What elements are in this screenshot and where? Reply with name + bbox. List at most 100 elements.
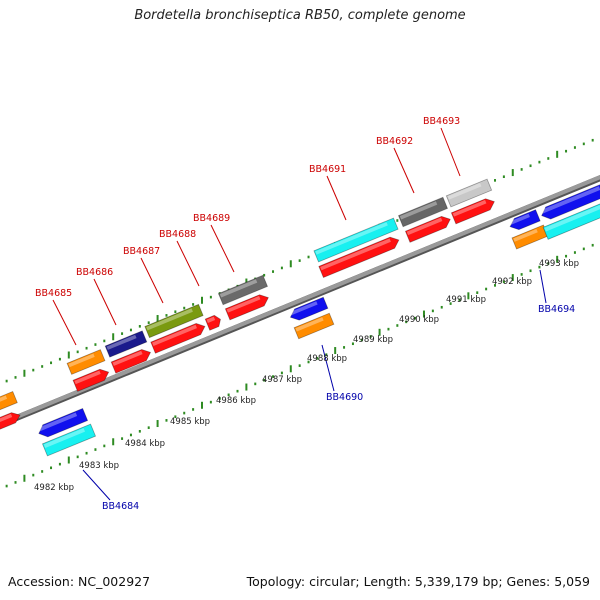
upper-track-dot [396,219,399,222]
upper-track-dot [129,328,132,332]
backbone [0,174,600,429]
gene-grey [217,274,269,306]
upper-track-dot [298,259,301,262]
lower-track-dot [280,371,283,375]
lower-track-dot [414,316,417,320]
page-title: Bordetella bronchiseptica RB50, complete… [134,8,466,23]
lower-track-dot [165,419,168,422]
gene-red [0,412,21,431]
scale-label: 4982 kbp [34,483,74,493]
lower-track-dot [520,273,523,276]
lower-track-dot [458,298,461,302]
gene-orange [293,312,335,340]
scale-label: 4989 kbp [353,335,393,345]
lower-track-dot [263,378,266,382]
upper-track-dot [14,376,17,379]
upper-track-dot [565,149,568,153]
lower-track-dot [147,426,150,429]
scale-label: 4991 kbp [446,295,486,305]
lower-track-dot [50,466,53,470]
gene-label-bb4684: BB4684 [102,501,139,512]
gene-grey [397,196,449,228]
lower-track-dot [449,302,452,305]
lower-track-dot [236,389,239,393]
gene-orange [0,390,18,414]
scale-label: 4985 kbp [170,417,210,427]
gene-label-bb4694: BB4694 [538,304,575,315]
gene-navy [104,330,148,358]
gene-label-bb4685: BB4685 [35,288,72,299]
upper-track-dot [103,339,106,343]
lower-track-dot [396,324,399,327]
upper-track-dot [529,164,532,168]
lower-track-dot [476,291,479,294]
upper-track-dot [174,310,177,314]
lower-track-dot [209,400,212,404]
upper-track-dot [121,332,124,335]
lower-track-dot [298,364,301,367]
lower-track-dot [14,481,17,484]
lower-track-dot [174,415,177,419]
lower-track-dot [431,309,434,313]
lower-track-dot [316,357,319,360]
gene-label-bb4692: BB4692 [376,136,413,147]
lower-track-dot [41,470,44,473]
lower-track-dot [529,269,532,273]
upper-track-dot [272,270,275,273]
gene-red [204,314,221,331]
leader-line [93,278,117,326]
lower-track-dot [121,437,124,440]
upper-track-dot [76,350,79,354]
lower-track-dot [325,353,328,356]
lower-track-dot [307,360,310,364]
upper-track-dot [547,157,550,160]
gene-label-bb4689: BB4689 [193,213,230,224]
upper-track-dot [502,175,505,179]
scale-label: 4990 kbp [399,315,439,325]
lower-track-dot [5,484,8,488]
lower-track-dot [94,448,97,451]
gene-olive [144,303,204,339]
gene-red [404,215,451,243]
gene-cyan [41,423,97,457]
upper-track-dot [582,142,585,146]
lower-track-dot [227,393,230,397]
leader-line [393,147,415,194]
lower-track-dot [565,254,568,258]
lower-track-dot [351,342,354,346]
gene-label-bb4686: BB4686 [76,267,113,278]
lower-track-dot [387,327,390,331]
lower-track-dot [129,433,132,437]
gene-red [150,323,206,354]
gene-label-bb4691: BB4691 [309,164,346,175]
upper-track-dot [573,146,576,149]
lower-track-dot [369,335,372,338]
gene-cyan [542,200,600,240]
upper-track-dot [32,368,35,372]
upper-track-dot [263,273,266,277]
gene-red [318,236,400,279]
gene-lightgrey [445,178,493,208]
upper-track-dot [520,168,523,171]
leader-line [321,344,335,392]
scale-label: 4987 kbp [262,375,302,385]
lower-track-dot [538,265,541,269]
leader-line [440,127,461,177]
leader-lines [52,127,547,501]
upper-track-dot [538,160,541,164]
lower-track-dot [360,338,363,342]
upper-track-dot [591,138,594,142]
upper-track-dot [5,379,8,383]
upper-track-dot [85,346,88,350]
leader-line [140,257,164,304]
gene-blue [509,209,541,231]
gene-label-bb4690: BB4690 [326,392,363,403]
lower-track-dot [254,382,257,386]
leader-line [210,224,235,273]
leader-line [539,269,547,304]
gene-blue [37,407,89,438]
scale-label: 4984 kbp [125,439,165,449]
accession-label: Accession: NC_002927 [8,574,151,589]
lower-track-dot [582,247,585,251]
